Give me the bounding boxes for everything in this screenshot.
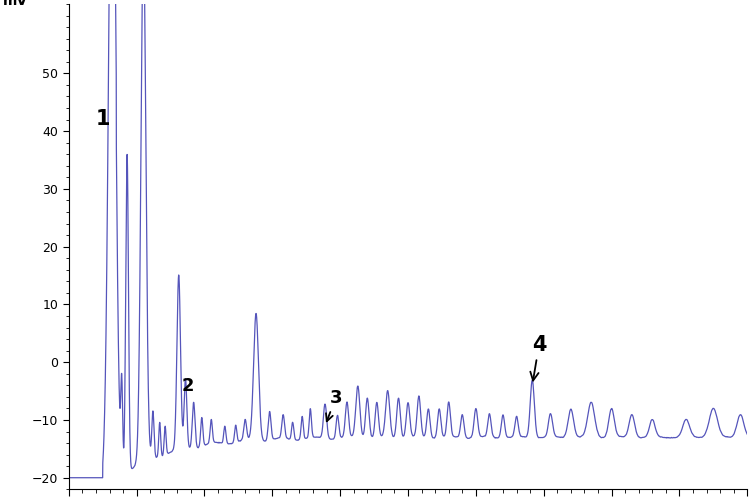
Text: 3: 3 [326,389,342,421]
Text: 1: 1 [95,109,110,129]
Y-axis label: mV: mV [3,0,28,8]
Text: 4: 4 [530,335,546,381]
Text: 2: 2 [182,377,194,395]
